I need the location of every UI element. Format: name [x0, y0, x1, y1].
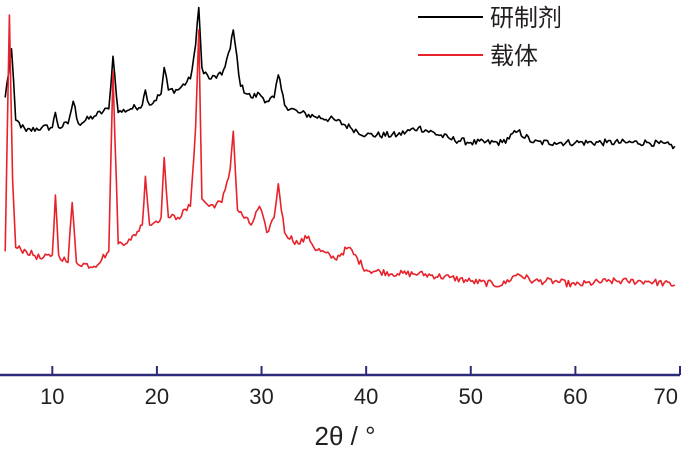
x-tick-label: 30	[249, 384, 273, 409]
x-tick-label: 70	[654, 384, 678, 409]
series-line-2	[4, 14, 676, 288]
x-tick-label: 20	[145, 384, 169, 409]
plot-area	[4, 6, 676, 288]
x-tick-label: 40	[354, 384, 378, 409]
x-tick-label: 10	[40, 384, 64, 409]
legend-label: 载体	[490, 42, 538, 70]
x-tick-label: 50	[459, 384, 483, 409]
legend-label: 研制剂	[490, 4, 562, 32]
x-axis-title: 2θ / °	[315, 421, 376, 451]
x-tick-label: 60	[563, 384, 587, 409]
x-axis-ticks: 10 20 30 40 50 60 70	[40, 366, 681, 409]
series-line-1	[4, 6, 676, 150]
